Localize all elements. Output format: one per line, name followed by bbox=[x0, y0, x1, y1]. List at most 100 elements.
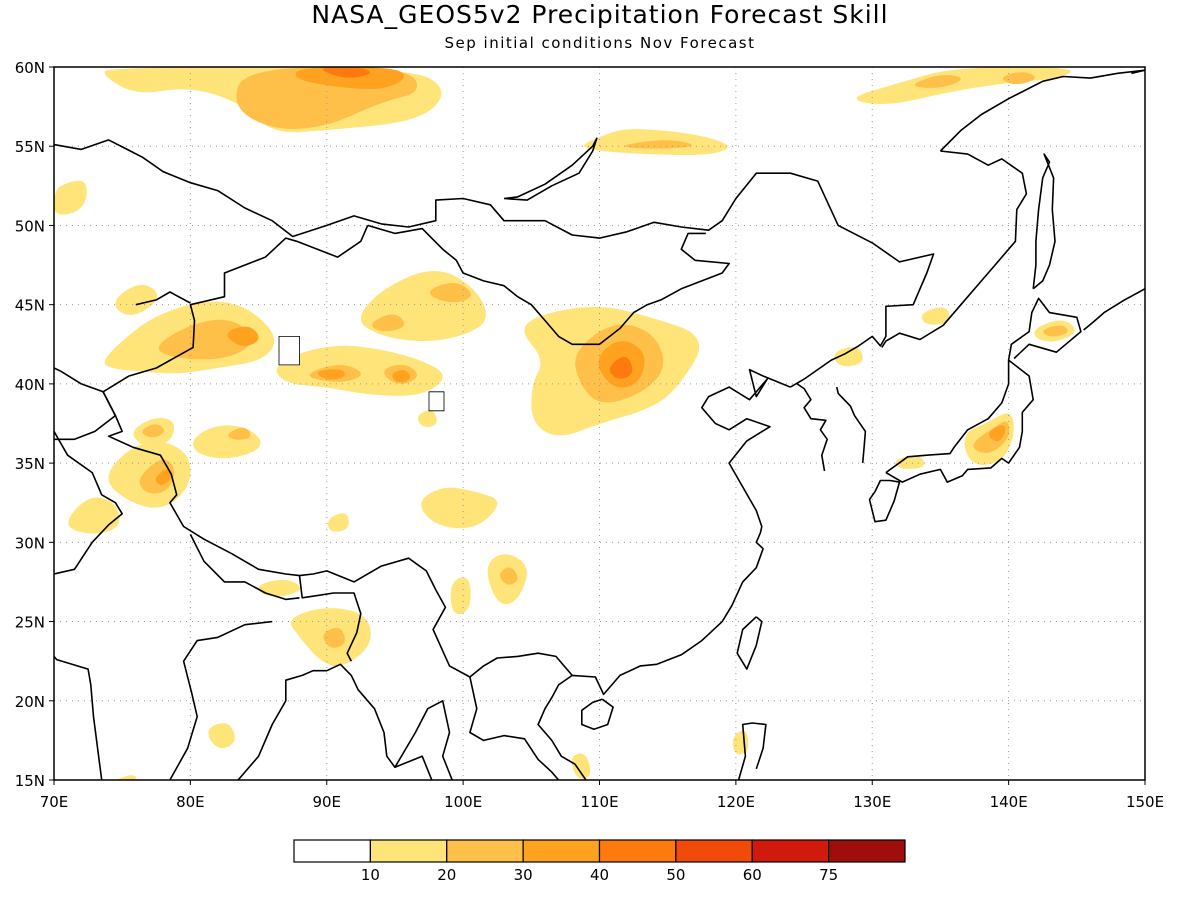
tarim-north-blob-level-3 bbox=[317, 369, 345, 380]
siberia-north-blob-level-4 bbox=[322, 67, 370, 78]
kyushu-blob-level-1 bbox=[895, 455, 925, 469]
coastline bbox=[102, 225, 573, 678]
coastline bbox=[394, 700, 453, 780]
tienshan-blob-level-2 bbox=[158, 319, 252, 360]
coastline bbox=[796, 383, 828, 472]
vietnam-south-blob-level-1 bbox=[571, 753, 591, 779]
tibet-center-blob-level-1 bbox=[327, 513, 349, 532]
kashmir-blob-level-2 bbox=[139, 459, 175, 494]
lon-tick-label: 90E bbox=[312, 793, 341, 811]
lon-tick-label: 70E bbox=[40, 793, 69, 811]
west-edge-blob-level-1 bbox=[54, 180, 87, 215]
colorbar-segment bbox=[675, 839, 753, 863]
lat-tick-label: 50N bbox=[15, 217, 45, 235]
lat-tick-label: 20N bbox=[15, 693, 45, 711]
lat-tick-label: 45N bbox=[15, 297, 45, 315]
colorbar-label: 50 bbox=[666, 866, 685, 884]
tibet-west-blob-level-2 bbox=[228, 427, 251, 440]
lat-tick-label: 60N bbox=[15, 59, 45, 77]
korea-ne-blob-level-1 bbox=[834, 347, 863, 367]
lat-tick-label: 35N bbox=[15, 455, 45, 473]
northeast-top-blob-level-2 bbox=[914, 75, 961, 88]
colorbar-label: 40 bbox=[590, 866, 609, 884]
coastline bbox=[189, 534, 300, 601]
lat-tick-label: 30N bbox=[15, 534, 45, 552]
india-south-blob-level-1 bbox=[115, 775, 137, 780]
lon-tick-label: 120E bbox=[717, 793, 755, 811]
lon-tick-label: 100E bbox=[444, 793, 482, 811]
siberia-north-blob-level-3 bbox=[295, 67, 405, 90]
colorbar-label: 30 bbox=[514, 866, 533, 884]
coastline bbox=[1032, 153, 1056, 290]
baikal-east-blob-level-2 bbox=[624, 140, 692, 149]
coastline bbox=[54, 139, 935, 388]
colorbar-label: 60 bbox=[743, 866, 762, 884]
lon-tick-label: 140E bbox=[990, 793, 1028, 811]
colorbar-segment bbox=[446, 839, 524, 863]
coastline bbox=[736, 616, 763, 670]
tibet-center-blob-level-1 bbox=[421, 487, 498, 529]
lon-tick-label: 150E bbox=[1126, 793, 1164, 811]
chart-title: NASA_GEOS5v2 Precipitation Forecast Skil… bbox=[311, 0, 889, 29]
chart-subtitle: Sep initial conditions Nov Forecast bbox=[444, 34, 756, 52]
graticule-grid bbox=[54, 67, 1145, 780]
skill-contour-layer bbox=[54, 67, 1075, 780]
coastline bbox=[237, 663, 433, 780]
sakhalin-blob-level-1 bbox=[921, 307, 950, 325]
lon-tick-label: 80E bbox=[176, 793, 205, 811]
missing-data-cell bbox=[428, 391, 445, 412]
coastline bbox=[298, 575, 362, 662]
india-south-blob-level-1 bbox=[208, 723, 235, 749]
colorbar-label: 20 bbox=[437, 866, 456, 884]
coastline bbox=[1131, 69, 1145, 75]
coastline bbox=[581, 698, 614, 731]
yunnan-blob-level-2 bbox=[500, 567, 518, 585]
japan-honshu-blob-level-3 bbox=[988, 425, 1006, 442]
colorbar-label: 10 bbox=[361, 866, 380, 884]
pakistan-blob-level-1 bbox=[68, 497, 120, 534]
missing-data-cell bbox=[278, 336, 300, 366]
colorbar-segment bbox=[293, 839, 371, 863]
mongolia-west-blob-level-2 bbox=[372, 314, 405, 332]
colorbar-segment bbox=[369, 839, 448, 863]
lat-tick-label: 55N bbox=[15, 138, 45, 156]
mongolia-west-blob-level-2 bbox=[429, 282, 471, 303]
colorbar: 10 20 30 40 50 60 75 bbox=[293, 839, 906, 884]
qaidam-blob-level-1 bbox=[417, 410, 437, 428]
lon-tick-label: 110E bbox=[580, 793, 618, 811]
coastline bbox=[54, 367, 117, 441]
colorbar-segment bbox=[828, 839, 906, 863]
coastline bbox=[939, 69, 1145, 152]
coastline bbox=[1007, 297, 1082, 361]
colorbar-segment bbox=[598, 839, 677, 863]
coastline bbox=[169, 620, 273, 780]
kyrgyz-blob-level-2 bbox=[142, 424, 165, 438]
coastline bbox=[836, 386, 867, 464]
coastline bbox=[367, 224, 730, 346]
coastline bbox=[1083, 288, 1145, 331]
coastline bbox=[885, 359, 1034, 483]
northeast-top-blob-level-2 bbox=[1002, 72, 1035, 85]
colorbar-segment bbox=[751, 839, 830, 863]
tarim-north-blob-level-3 bbox=[392, 370, 411, 383]
bengal-blob-level-2 bbox=[323, 627, 345, 648]
coastline bbox=[537, 368, 791, 780]
kashmir-blob-level-3 bbox=[155, 469, 172, 485]
lat-tick-label: 25N bbox=[15, 614, 45, 632]
hokkaido-blob-level-2 bbox=[1043, 325, 1068, 337]
coastline bbox=[868, 479, 901, 523]
yunnan-blob-level-1 bbox=[450, 577, 471, 615]
colorbar-segment bbox=[522, 839, 601, 863]
tienshan-blob-level-3 bbox=[227, 326, 259, 347]
coastline bbox=[737, 722, 767, 780]
kazakh-west-blob-level-1 bbox=[115, 284, 158, 315]
coastline bbox=[54, 655, 103, 780]
coastline-layer bbox=[54, 69, 1145, 780]
coastline bbox=[469, 676, 560, 780]
coastline bbox=[881, 150, 1028, 348]
coastline bbox=[503, 137, 598, 201]
coastline bbox=[54, 431, 123, 575]
lat-tick-label: 40N bbox=[15, 376, 45, 394]
axis-labels: 70E 80E 90E 100E 110E 120E 130E 140E 150E 15N 20N 2… bbox=[15, 59, 1164, 811]
